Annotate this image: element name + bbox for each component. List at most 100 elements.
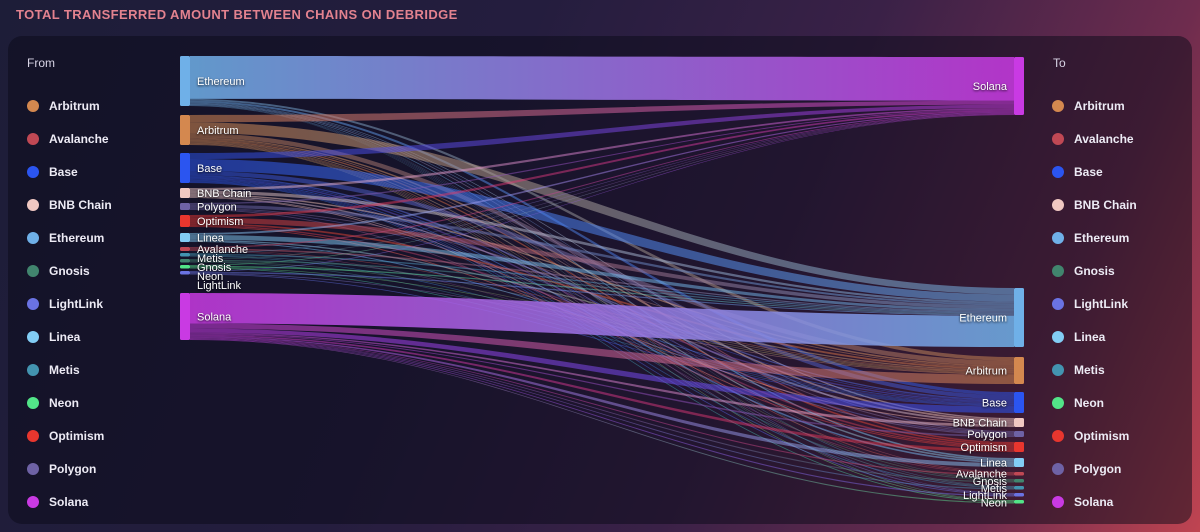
node-to-polygon[interactable] bbox=[1014, 431, 1024, 437]
flow-neon-to-ethereum[interactable] bbox=[190, 265, 1014, 315]
legend-item-bnb-chain[interactable]: BNB Chain bbox=[1052, 197, 1137, 213]
flow-solana-to-optimism[interactable] bbox=[190, 334, 1014, 452]
legend-item-polygon[interactable]: Polygon bbox=[27, 461, 112, 477]
flow-solana-to-gnosis[interactable] bbox=[190, 338, 1014, 483]
node-from-neon[interactable] bbox=[180, 265, 190, 269]
flow-solana-to-ethereum[interactable] bbox=[190, 293, 1014, 347]
flow-polygon-to-arbitrum[interactable] bbox=[190, 207, 1014, 368]
node-to-base[interactable] bbox=[1014, 392, 1024, 413]
flow-ethereum-to-neon[interactable] bbox=[190, 105, 1014, 501]
legend-item-linea[interactable]: Linea bbox=[1052, 329, 1137, 345]
flow-avalanche-to-ethereum[interactable] bbox=[190, 248, 1014, 313]
flow-bnb-chain-to-base[interactable] bbox=[190, 195, 1014, 401]
legend-item-gnosis[interactable]: Gnosis bbox=[27, 263, 112, 279]
legend-item-avalanche[interactable]: Avalanche bbox=[1052, 131, 1137, 147]
legend-item-avalanche[interactable]: Avalanche bbox=[27, 131, 112, 147]
node-to-avalanche[interactable] bbox=[1014, 472, 1024, 476]
legend-item-gnosis[interactable]: Gnosis bbox=[1052, 263, 1137, 279]
legend-item-optimism[interactable]: Optimism bbox=[27, 428, 112, 444]
flow-solana-to-base[interactable] bbox=[190, 328, 1014, 414]
flow-solana-to-avalanche[interactable] bbox=[190, 337, 1014, 476]
legend-item-linea[interactable]: Linea bbox=[27, 329, 112, 345]
node-from-avalanche[interactable] bbox=[180, 247, 190, 251]
flow-linea-to-ethereum[interactable] bbox=[190, 234, 1014, 312]
legend-item-neon[interactable]: Neon bbox=[27, 395, 112, 411]
flow-arbitrum-to-solana[interactable] bbox=[190, 100, 1014, 123]
legend-item-metis[interactable]: Metis bbox=[27, 362, 112, 378]
flow-ethereum-to-bnb-chain[interactable] bbox=[190, 102, 1014, 420]
flow-base-to-solana[interactable] bbox=[190, 104, 1014, 159]
legend-item-arbitrum[interactable]: Arbitrum bbox=[27, 98, 112, 114]
flow-neon-to-solana[interactable] bbox=[190, 114, 1014, 266]
flow-solana-to-linea[interactable] bbox=[190, 336, 1014, 467]
flow-ethereum-to-linea[interactable] bbox=[189, 104, 1014, 460]
legend-item-ethereum[interactable]: Ethereum bbox=[1052, 230, 1137, 246]
legend-item-arbitrum[interactable]: Arbitrum bbox=[1052, 98, 1137, 114]
node-to-linea[interactable] bbox=[1014, 458, 1024, 467]
flow-base-to-lightlink[interactable] bbox=[190, 181, 1014, 496]
node-to-arbitrum[interactable] bbox=[1014, 357, 1024, 384]
flow-ethereum-to-solana[interactable] bbox=[190, 56, 1014, 101]
legend-item-base[interactable]: Base bbox=[27, 164, 112, 180]
flow-optimism-to-ethereum[interactable] bbox=[190, 217, 1014, 309]
flow-avalanche-to-solana[interactable] bbox=[190, 112, 1014, 249]
flow-polygon-to-ethereum[interactable] bbox=[190, 204, 1014, 306]
flow-bnb-chain-to-solana[interactable] bbox=[190, 108, 1014, 191]
flow-solana-to-polygon[interactable] bbox=[190, 333, 1014, 437]
flow-neon-to-base[interactable] bbox=[190, 267, 1014, 406]
flow-gnosis-to-solana[interactable] bbox=[190, 113, 1014, 260]
legend-item-solana[interactable]: Solana bbox=[1052, 494, 1137, 510]
flow-solana-to-metis[interactable] bbox=[190, 338, 1014, 490]
node-from-ethereum[interactable] bbox=[180, 56, 190, 106]
legend-item-metis[interactable]: Metis bbox=[1052, 362, 1137, 378]
node-from-metis[interactable] bbox=[180, 253, 190, 257]
legend-item-ethereum[interactable]: Ethereum bbox=[27, 230, 112, 246]
node-from-solana[interactable] bbox=[180, 293, 190, 340]
flow-solana-to-lightlink[interactable] bbox=[190, 339, 1014, 497]
node-to-solana[interactable] bbox=[1014, 57, 1024, 115]
node-from-arbitrum[interactable] bbox=[180, 115, 190, 145]
flow-lightlink-to-solana[interactable] bbox=[190, 114, 1014, 272]
flow-arbitrum-to-ethereum[interactable] bbox=[190, 122, 1014, 295]
flow-metis-to-ethereum[interactable] bbox=[190, 253, 1014, 314]
flow-lightlink-to-ethereum[interactable] bbox=[190, 271, 1014, 316]
node-to-optimism[interactable] bbox=[1014, 442, 1024, 452]
legend-item-polygon[interactable]: Polygon bbox=[1052, 461, 1137, 477]
node-to-neon[interactable] bbox=[1014, 500, 1024, 504]
node-to-lightlink[interactable] bbox=[1014, 493, 1024, 497]
flow-arbitrum-to-linea[interactable] bbox=[190, 141, 1014, 462]
node-to-gnosis[interactable] bbox=[1014, 479, 1024, 483]
legend-item-lightlink[interactable]: LightLink bbox=[1052, 296, 1137, 312]
flow-gnosis-to-ethereum[interactable] bbox=[190, 259, 1014, 314]
flow-ethereum-to-avalanche[interactable] bbox=[190, 105, 1014, 473]
node-to-bnb-chain[interactable] bbox=[1014, 418, 1024, 427]
node-to-ethereum[interactable] bbox=[1014, 288, 1024, 347]
flow-metis-to-solana[interactable] bbox=[190, 113, 1014, 254]
node-from-gnosis[interactable] bbox=[180, 259, 190, 263]
node-from-linea[interactable] bbox=[180, 233, 190, 242]
flow-lightlink-to-base[interactable] bbox=[190, 273, 1014, 407]
flow-optimism-to-arbitrum[interactable] bbox=[190, 222, 1014, 370]
flow-base-to-ethereum[interactable] bbox=[190, 159, 1014, 302]
flow-solana-to-bnb-chain[interactable] bbox=[190, 332, 1014, 427]
flow-base-to-neon[interactable] bbox=[190, 182, 1014, 503]
flow-polygon-to-solana[interactable] bbox=[190, 109, 1014, 205]
node-from-base[interactable] bbox=[180, 153, 190, 183]
node-from-optimism[interactable] bbox=[180, 215, 190, 227]
node-from-polygon[interactable] bbox=[180, 203, 190, 210]
flow-base-to-bnb-chain[interactable] bbox=[190, 175, 1014, 424]
legend-item-lightlink[interactable]: LightLink bbox=[27, 296, 112, 312]
flow-optimism-to-solana[interactable] bbox=[190, 110, 1014, 218]
flow-solana-to-neon[interactable] bbox=[190, 339, 1014, 504]
legend-item-bnb-chain[interactable]: BNB Chain bbox=[27, 197, 112, 213]
flow-solana-to-arbitrum[interactable] bbox=[190, 323, 1014, 385]
node-from-lightlink[interactable] bbox=[180, 271, 190, 275]
flow-bnb-chain-to-ethereum[interactable] bbox=[189, 190, 1014, 304]
flow-arbitrum-to-polygon[interactable] bbox=[190, 138, 1014, 434]
flow-linea-to-solana[interactable] bbox=[190, 111, 1014, 235]
flow-arbitrum-to-bnb-chain[interactable] bbox=[190, 137, 1014, 422]
legend-item-optimism[interactable]: Optimism bbox=[1052, 428, 1137, 444]
node-from-bnb-chain[interactable] bbox=[180, 188, 190, 198]
flow-base-to-arbitrum[interactable] bbox=[189, 171, 1014, 366]
legend-item-base[interactable]: Base bbox=[1052, 164, 1137, 180]
